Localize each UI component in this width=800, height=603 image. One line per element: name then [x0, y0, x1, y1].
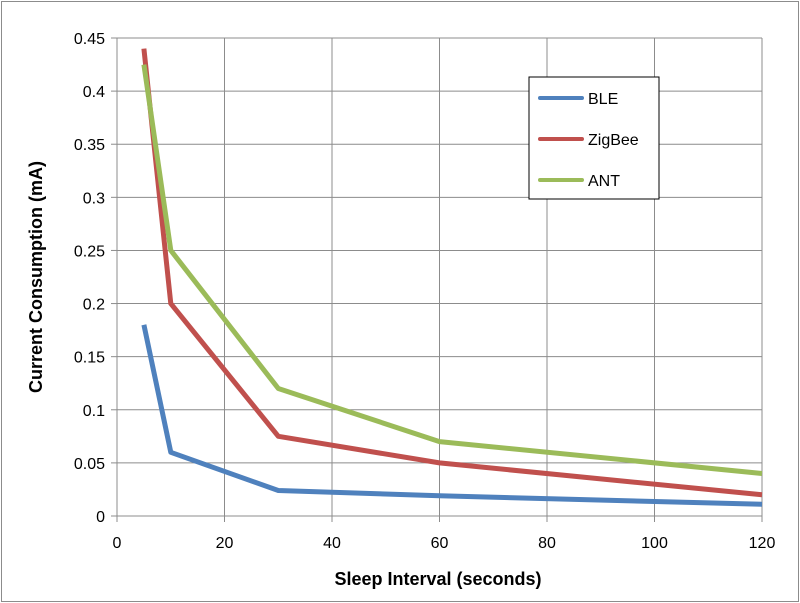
y-tick-label: 0.45	[74, 31, 105, 48]
y-tick-label: 0.05	[74, 456, 105, 473]
y-tick-labels: 0 0.05 0.1 0.15 0.2 0.25 0.3 0.35 0.4 0.45	[74, 31, 105, 526]
y-tick-label: 0.1	[83, 403, 105, 420]
x-tick-label: 0	[113, 535, 122, 552]
series-line-ble	[141, 324, 763, 507]
grid-lines	[117, 37, 763, 516]
legend-label-zigbee: ZigBee	[588, 132, 639, 149]
y-tick-label: 0	[96, 509, 105, 526]
y-tick-label: 0.35	[74, 137, 105, 154]
x-tick-label: 60	[431, 535, 449, 552]
y-tick-label: 0.15	[74, 350, 105, 367]
series-lines	[141, 48, 763, 507]
legend-label-ble: BLE	[588, 91, 618, 108]
legend-label-ant: ANT	[588, 173, 620, 190]
y-tick-label: 0.25	[74, 243, 105, 260]
x-tick-label: 40	[323, 535, 341, 552]
y-tick-label: 0.3	[83, 190, 105, 207]
legend: BLE ZigBee ANT	[528, 76, 660, 200]
x-tick-labels: 0 20 40 60 80 100 120	[113, 535, 776, 552]
y-tick-label: 0.4	[83, 84, 105, 101]
series-line-ant	[141, 64, 763, 476]
x-axis-title: Sleep Interval (seconds)	[334, 569, 541, 589]
x-tick-label: 100	[641, 535, 668, 552]
x-tick-label: 120	[749, 535, 776, 552]
x-tick-label: 20	[216, 535, 234, 552]
series-line-zigbee	[141, 48, 763, 498]
y-tick-label: 0.2	[83, 297, 105, 314]
axes	[111, 37, 763, 522]
x-tick-label: 80	[538, 535, 556, 552]
y-axis-title: Current Consumption (mA)	[26, 161, 46, 393]
